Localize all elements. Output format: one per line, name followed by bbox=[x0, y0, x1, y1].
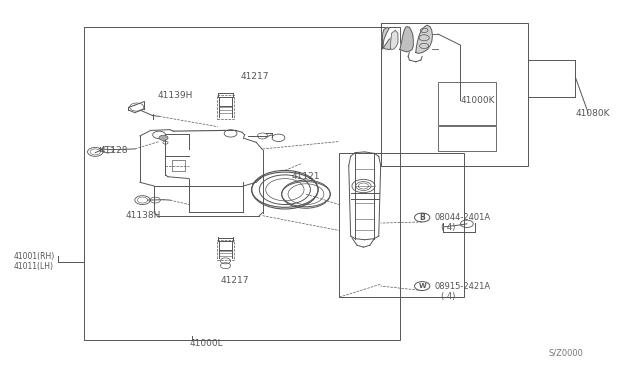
Polygon shape bbox=[416, 25, 433, 53]
Bar bbox=[381, 23, 527, 166]
Text: 41080K: 41080K bbox=[575, 109, 610, 118]
Text: 41001(RH): 41001(RH) bbox=[13, 252, 54, 261]
Text: 41138H: 41138H bbox=[125, 211, 161, 220]
Text: 41217: 41217 bbox=[221, 276, 250, 285]
Text: S/Z0000: S/Z0000 bbox=[548, 348, 583, 357]
Text: 41121: 41121 bbox=[291, 172, 320, 181]
Text: 41128: 41128 bbox=[100, 146, 128, 155]
Bar bbox=[339, 153, 464, 297]
Bar bbox=[172, 160, 184, 171]
Bar bbox=[216, 240, 234, 260]
Text: 41000L: 41000L bbox=[189, 339, 223, 348]
Text: B: B bbox=[419, 213, 425, 222]
Bar bbox=[216, 95, 234, 119]
Polygon shape bbox=[400, 27, 413, 52]
Bar bbox=[438, 126, 495, 151]
Text: 41139H: 41139H bbox=[157, 91, 193, 100]
Text: ( 4): ( 4) bbox=[442, 223, 456, 232]
Text: W: W bbox=[419, 283, 426, 289]
Bar bbox=[438, 82, 495, 125]
Polygon shape bbox=[383, 28, 396, 49]
Circle shape bbox=[159, 135, 168, 140]
Text: ( 4): ( 4) bbox=[442, 292, 456, 301]
Bar bbox=[84, 27, 400, 340]
Text: 41000K: 41000K bbox=[461, 96, 495, 105]
Polygon shape bbox=[390, 31, 398, 49]
Text: 41217: 41217 bbox=[240, 72, 269, 81]
Text: 08915-2421A: 08915-2421A bbox=[435, 282, 491, 291]
Text: 08044-2401A: 08044-2401A bbox=[435, 213, 491, 222]
Text: 41011(LH): 41011(LH) bbox=[13, 262, 54, 271]
